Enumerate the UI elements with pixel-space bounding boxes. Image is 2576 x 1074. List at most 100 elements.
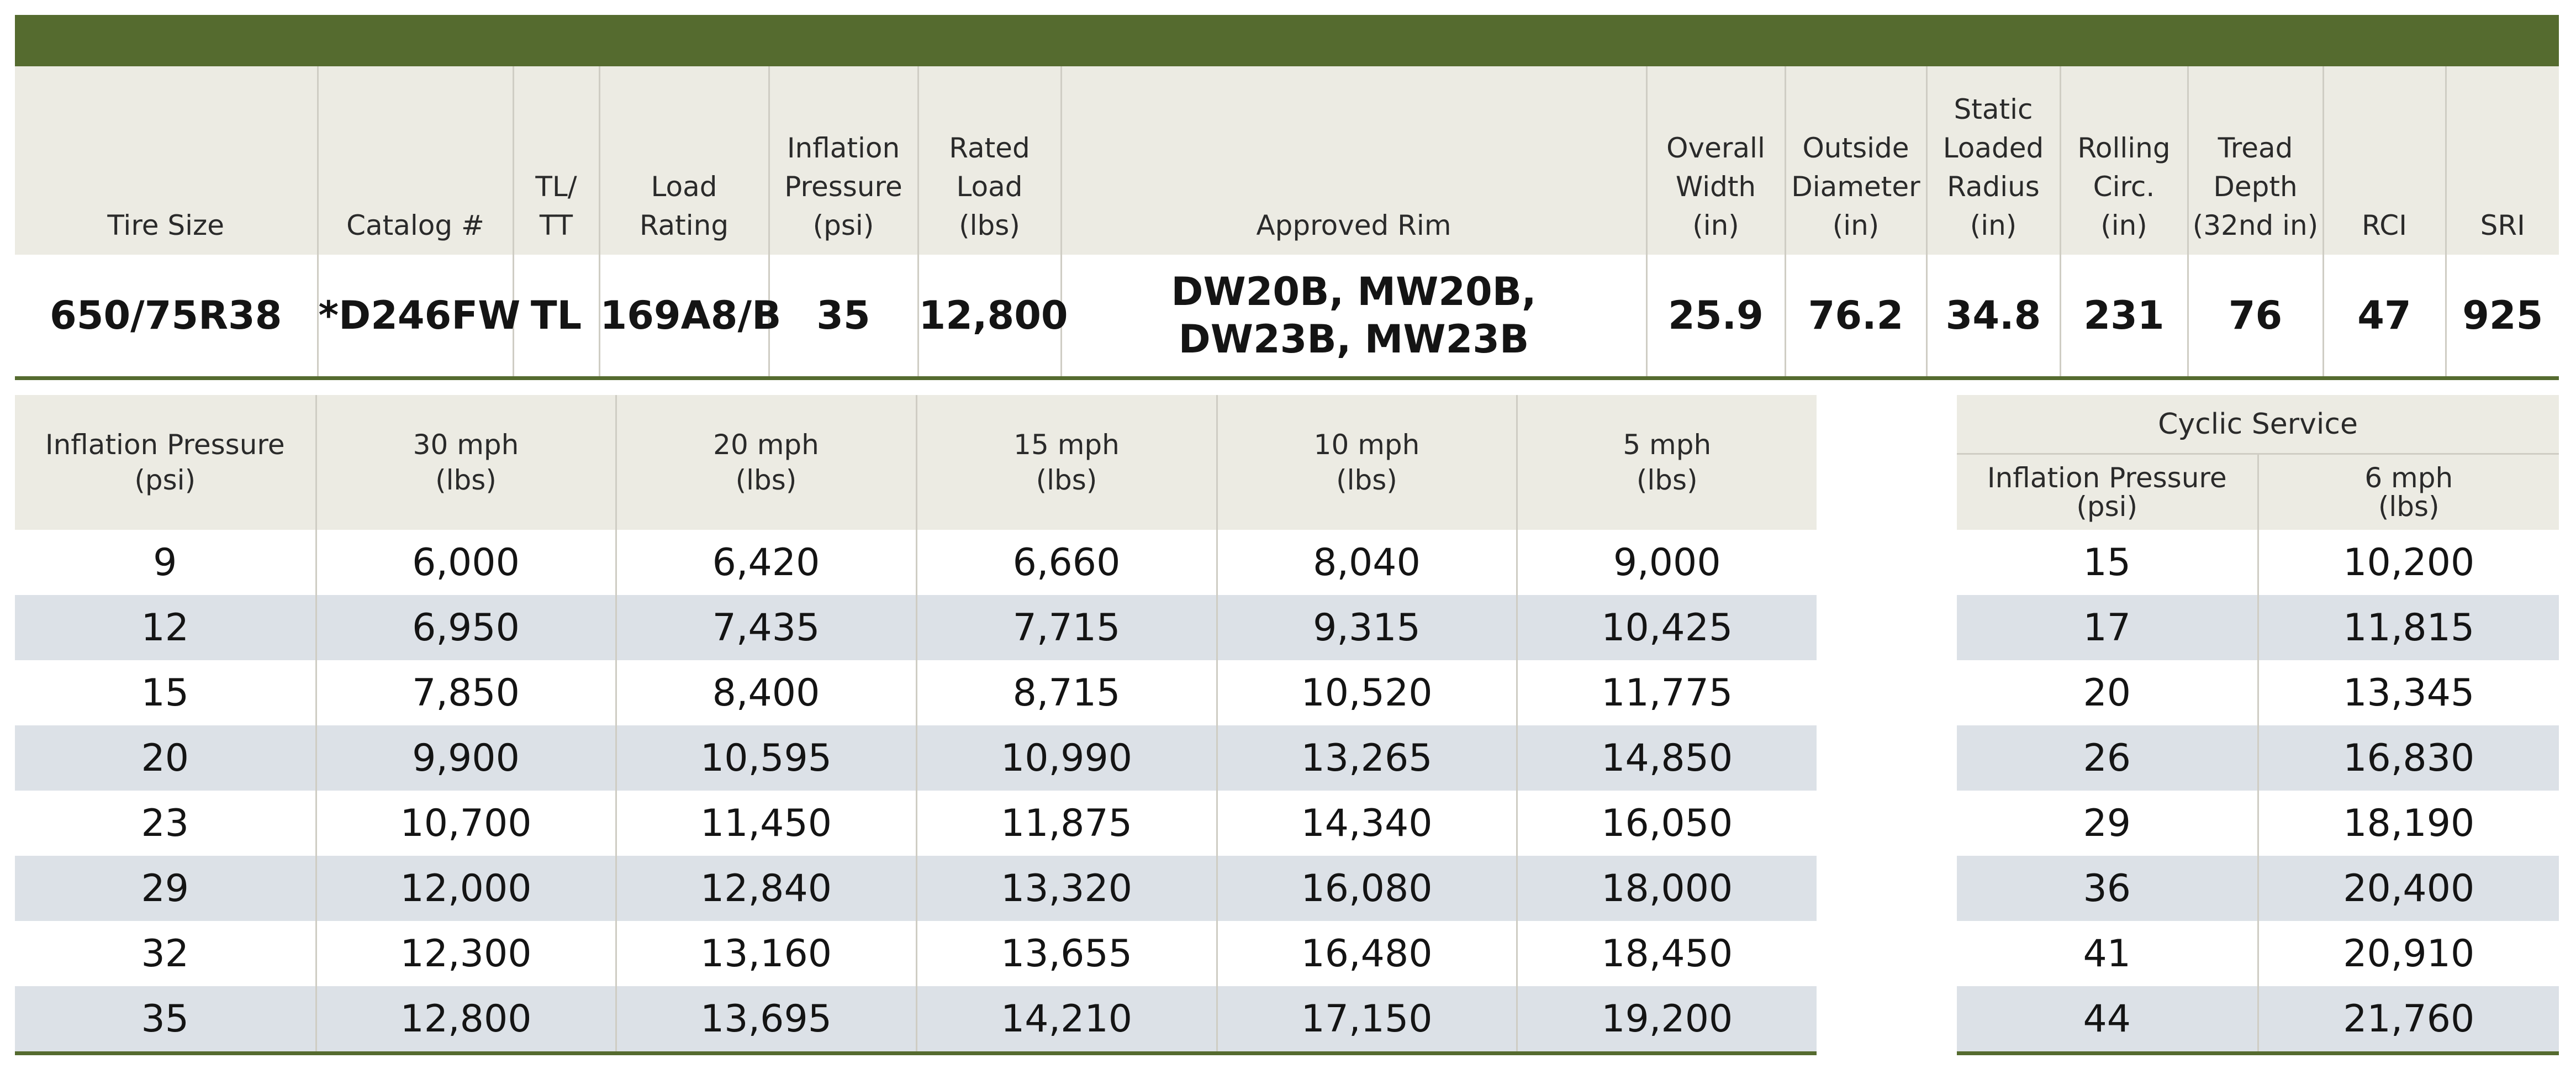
header-label-line: Rated (949, 132, 1030, 164)
load-cell: 13,695 (615, 986, 916, 1055)
load-cell: 10,200 (2257, 530, 2559, 595)
title-bar (15, 15, 2559, 66)
speed-30-mph-header: 30 mph (lbs) (315, 395, 616, 530)
rolling-circ-header: Rolling Circ. (in) (2059, 66, 2188, 255)
load-inflation-table: Inflation Pressure (psi) 30 mph (lbs) 20 mph… (15, 395, 1817, 1055)
pressure-cell: 20 (15, 725, 316, 791)
load-cell: 14,340 (1216, 791, 1517, 856)
header-label-line: (in) (1832, 209, 1880, 241)
pressure-cell: 29 (15, 856, 316, 921)
inflation-pressure-cell: 35 (768, 255, 918, 380)
load-cell: 13,265 (1216, 725, 1517, 791)
cyclic-6-mph-header: 6 mph (lbs) (2257, 454, 2559, 530)
approved-rim-header: Approved Rim (1060, 66, 1646, 255)
cyclic-service-title: Cyclic Service (1957, 395, 2559, 455)
header-label-line: Inflation Pressure (45, 429, 285, 461)
header-label-line: Radius (1947, 171, 2040, 203)
tire-spec-table: Tire Size Catalog # TL/TT Load Rating Inflati… (15, 66, 2559, 380)
load-cell: 16,050 (1516, 791, 1817, 856)
header-label-line: 15 mph (1013, 429, 1120, 461)
load-table-row: 29 12,000 12,840 13,320 16,080 18,000 (15, 856, 1817, 921)
pressure-cell: 35 (15, 986, 316, 1055)
pressure-cell: 36 (1957, 856, 2258, 921)
header-label-line: 20 mph (713, 429, 819, 461)
header-label-line: (in) (1692, 209, 1739, 241)
header-label-line: (psi) (134, 464, 196, 496)
header-label-line: 6 mph (2364, 462, 2453, 494)
cyclic-table-row: 41 20,910 (1957, 921, 2559, 986)
load-cell: 9,000 (1516, 530, 1817, 595)
load-cell: 21,760 (2257, 986, 2559, 1055)
load-cell: 18,190 (2257, 791, 2559, 856)
load-cell: 10,425 (1516, 595, 1817, 660)
approved-rim-line: DW20B, MW20B, (1171, 269, 1537, 314)
header-label-line: Tire Size (107, 209, 225, 241)
load-cell: 10,990 (915, 725, 1217, 791)
load-table-row: 15 7,850 8,400 8,715 10,520 11,775 (15, 660, 1817, 725)
load-rating-cell: 169A8/B (598, 255, 781, 380)
static-loaded-radius-cell: 34.8 (1925, 255, 2060, 380)
load-rating-header: Load Rating (598, 66, 769, 255)
rci-cell: 47 (2322, 255, 2446, 380)
load-cell: 14,210 (915, 986, 1217, 1055)
load-cell: 16,480 (1216, 921, 1517, 986)
cyclic-table-row: 17 11,815 (1957, 595, 2559, 660)
load-cell: 9,315 (1216, 595, 1517, 660)
load-cell: 14,850 (1516, 725, 1817, 791)
speed-15-mph-header: 15 mph (lbs) (915, 395, 1217, 530)
pressure-cell: 17 (1957, 595, 2258, 660)
pressure-cell: 32 (141, 931, 189, 976)
header-label-line: (lbs) (435, 464, 497, 496)
cyclic-table-row: 20 13,345 (1957, 660, 2559, 725)
pressure-cell: 15 (2083, 540, 2131, 585)
header-label-line: (psi) (2076, 491, 2138, 523)
load-cell: 6,660 (915, 530, 1217, 595)
header-label-line: (lbs) (1636, 464, 1698, 496)
header-label-line: (psi) (812, 209, 874, 241)
cyclic-header-row: Inflation Pressure (psi) 6 mph (lbs) (1957, 454, 2559, 530)
rated-load-header: Rated Load (lbs) (917, 66, 1061, 255)
load-table-row: 9 6,000 6,420 6,660 8,040 9,000 (15, 530, 1817, 595)
pressure-cell: 41 (2083, 931, 2131, 976)
header-label-line: SRI (2480, 209, 2525, 241)
cyclic-inflation-pressure-header: Inflation Pressure (psi) (1957, 454, 2258, 530)
load-cell: 19,200 (1516, 986, 1817, 1055)
approved-rim-line: DW23B, MW23B (1178, 317, 1529, 362)
load-cell: 7,715 (915, 595, 1217, 660)
pressure-cell: 26 (1957, 725, 2258, 791)
load-cell: 6,000 (315, 530, 616, 595)
load-cell: 6,420 (615, 530, 916, 595)
overall-width-header: Overall Width (in) (1645, 66, 1785, 255)
pressure-cell: 23 (141, 801, 189, 845)
spec-header-row: Tire Size Catalog # TL/TT Load Rating Inflati… (15, 66, 2559, 255)
header-label-line: Tread (2218, 132, 2293, 164)
load-table-row: 20 9,900 10,595 10,990 13,265 14,850 (15, 725, 1817, 791)
tread-depth-header: Tread Depth (32nd in) (2187, 66, 2323, 255)
load-cell: 13,320 (915, 856, 1217, 921)
header-label-line: Loaded (1942, 132, 2044, 164)
load-cell: 13,345 (2257, 660, 2559, 725)
cyclic-table-row: 36 20,400 (1957, 856, 2559, 921)
load-cell: 12,840 (615, 856, 916, 921)
header-label-line: RCI (2362, 209, 2407, 241)
load-cell: 12,800 (315, 986, 616, 1055)
cyclic-table-row: 44 21,760 (1957, 986, 2559, 1055)
sri-cell: 925 (2445, 255, 2559, 380)
tl-tt-cell: TL (512, 255, 599, 380)
load-cell: 7,435 (615, 595, 916, 660)
header-label-line: Approved Rim (1256, 209, 1451, 241)
load-cell: 8,400 (615, 660, 916, 725)
header-label-line: 10 mph (1313, 429, 1420, 461)
header-label-line: (32nd in) (2192, 209, 2319, 241)
header-label-line: Static (1954, 93, 2033, 125)
rated-load-cell: 12,800 (917, 255, 1068, 380)
header-label-line: Depth (2213, 171, 2298, 203)
load-cell: 16,080 (1216, 856, 1517, 921)
header-label-line: Catalog # (346, 209, 484, 241)
load-cell: 11,875 (915, 791, 1217, 856)
header-label-line: TL/ (535, 171, 577, 203)
load-table-row: 12 6,950 7,435 7,715 9,315 10,425 (15, 595, 1817, 660)
header-label-line: Diameter (1791, 171, 1920, 203)
header-label-line: (in) (2100, 209, 2147, 241)
cyclic-title-row: Cyclic Service (1957, 395, 2559, 455)
